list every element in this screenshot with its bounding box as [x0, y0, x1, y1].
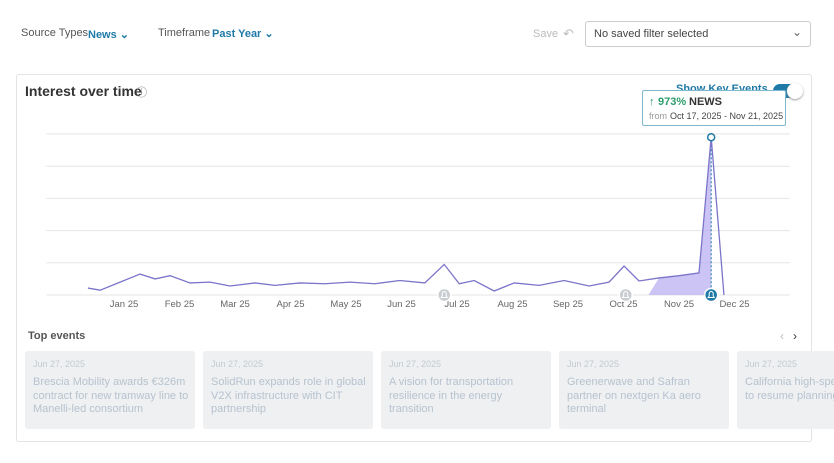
x-tick-label: Mar 25 [220, 299, 250, 310]
event-card[interactable]: Jun 27, 2025 California high-speed rail p… [737, 351, 834, 429]
event-marker [618, 287, 633, 303]
next-button[interactable]: › [793, 329, 797, 343]
event-card[interactable]: Jun 27, 2025 Greenerwave and Safran partn… [559, 351, 729, 429]
saved-filter-select[interactable]: No saved filter selected ⌄ [585, 21, 811, 47]
event-date: Jun 27, 2025 [33, 359, 86, 369]
x-tick-label: May 25 [330, 299, 361, 310]
x-tick-label: Sep 25 [553, 299, 583, 310]
timeframe-dropdown[interactable]: Past Year ⌄ [212, 28, 274, 40]
event-card[interactable]: Jun 27, 2025 Brescia Mobility awards €326… [25, 351, 195, 429]
bell-icon [621, 291, 630, 298]
toggle-knob [787, 83, 803, 99]
x-tick-label: Oct 25 [610, 299, 638, 310]
event-marker [436, 287, 452, 303]
timeframe-value: Past Year [212, 28, 262, 40]
info-icon[interactable]: ⓘ [136, 87, 147, 99]
x-tick-label: Dec 25 [719, 299, 749, 310]
undo-icon[interactable]: ↶ [563, 26, 574, 41]
event-marker-dot [436, 287, 452, 303]
tooltip-range: Oct 17, 2025 - Nov 21, 2025 [670, 111, 784, 121]
event-title: SolidRun expands role in global V2X infr… [211, 376, 366, 415]
event-date: Jun 27, 2025 [389, 359, 442, 369]
chart: Jan 25 Feb 25 Mar 25 Apr 25 May 25 Jun 25 Jul … [46, 132, 790, 310]
x-tick-label: Jan 25 [110, 299, 139, 310]
bell-icon [707, 291, 716, 298]
event-marker [703, 287, 719, 303]
bell-icon [440, 291, 449, 298]
source-label: Source Types [21, 27, 89, 39]
x-tick-label: Aug 25 [497, 299, 527, 310]
event-card[interactable]: Jun 27, 2025 SolidRun expands role in glo… [203, 351, 373, 429]
x-tick-label: Jul 25 [444, 299, 469, 310]
chevron: ⌄ [791, 25, 802, 39]
source-value: News [88, 29, 117, 41]
x-tick-label: Jun 25 [387, 299, 416, 310]
highlight-area [648, 137, 712, 295]
event-marker-dot [703, 287, 719, 303]
save-button[interactable]: Save [533, 28, 559, 40]
event-title: California high-speed rail project to re… [745, 376, 834, 402]
event-title: Greenerwave and Safran partner on nextge… [567, 376, 701, 415]
source-dropdown[interactable]: News ⌄ [88, 29, 130, 41]
event-date: Jun 27, 2025 [211, 359, 264, 369]
line [87, 137, 725, 296]
x-tick-label: Feb 25 [165, 299, 195, 310]
event-title: Brescia Mobility awards €326m contract f… [33, 376, 189, 415]
tooltip: ↑ 973% NEWS from Oct 17, 2025 - Nov 21, … [642, 90, 786, 126]
chart-card [16, 74, 812, 442]
tooltip-arrow: ↑ [649, 96, 655, 108]
event-date: Jun 27, 2025 [567, 359, 620, 369]
tooltip-from: from [649, 111, 667, 121]
chart-title: Interest over time [25, 83, 142, 99]
saved-filter-text: No saved filter selected [594, 28, 709, 40]
events-title: Top events [28, 330, 86, 342]
event-title: A vision for transportation resilience i… [389, 376, 514, 415]
tooltip-label: NEWS [689, 96, 722, 108]
timeframe-label: Timeframe [158, 27, 211, 39]
event-date: Jun 27, 2025 [745, 359, 798, 369]
peak-point [706, 132, 716, 142]
tooltip-change: 973% [658, 96, 687, 108]
x-tick-label: Nov 25 [664, 299, 694, 310]
event-card[interactable]: Jun 27, 2025 A vision for transportation … [381, 351, 551, 429]
event-marker-dot [618, 287, 633, 303]
x-tick-label: Apr 25 [277, 299, 305, 310]
prev-button[interactable]: ‹ [780, 329, 784, 343]
